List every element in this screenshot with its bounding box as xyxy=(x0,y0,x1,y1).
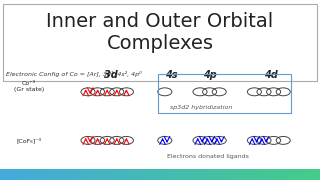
Text: 4p: 4p xyxy=(203,70,216,80)
Text: Electronic Config of Co = [Ar], 3d⁷, 4s², 4p⁰: Electronic Config of Co = [Ar], 3d⁷, 4s²… xyxy=(6,71,142,76)
Text: Inner and Outer Orbital
Complexes: Inner and Outer Orbital Complexes xyxy=(46,12,274,53)
Text: Co⁺³
(Gr state): Co⁺³ (Gr state) xyxy=(14,81,44,92)
FancyBboxPatch shape xyxy=(3,4,317,81)
Text: [CoF₆]⁻³: [CoF₆]⁻³ xyxy=(16,138,41,143)
Text: sp3d2 hybridization: sp3d2 hybridization xyxy=(171,105,233,110)
Text: 4d: 4d xyxy=(264,70,277,80)
Text: Electrons donated ligands: Electrons donated ligands xyxy=(167,154,249,159)
Text: 3d: 3d xyxy=(104,70,117,80)
Text: 4s: 4s xyxy=(165,70,178,80)
